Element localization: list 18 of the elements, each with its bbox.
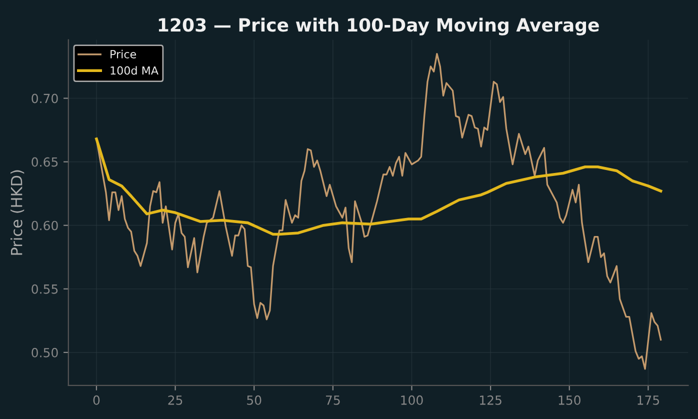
x-tick-label: 50 [247,395,262,405]
y-tick-label: 0.55 [32,284,58,294]
line-series [95,138,662,236]
x-tick-label: 0 [93,395,100,405]
y-tick-label: 0.50 [32,348,58,358]
x-tick-label: 75 [326,396,340,405]
y-tick-label: 0.60 [32,220,58,230]
y-tick-label: 0.70 [32,94,58,104]
chart-title: 1203 — Price with 100-Day Moving Average [158,18,599,36]
x-tick-label: 25 [168,395,182,405]
x-tick-label: 175 [638,396,660,405]
y-axis-title: Price (HKD) [10,170,24,255]
x-tick-label: 125 [480,395,502,405]
legend-label: 100d MA [110,66,158,75]
legend-label: Price [110,50,136,58]
y-tick-label: 0.65 [32,157,58,167]
x-tick-label: 100 [401,395,423,405]
x-tick-label: 150 [558,395,580,405]
